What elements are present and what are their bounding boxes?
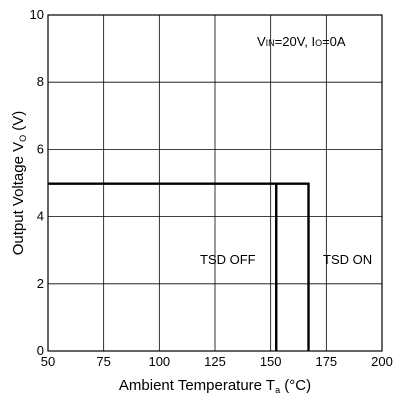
grid-lines [48, 15, 382, 351]
tsd-on-label: TSD ON [323, 252, 372, 267]
y-tick-label: 6 [37, 141, 44, 156]
y-tick-labels: 0 2 4 6 8 10 [30, 7, 44, 358]
y-tick-label: 10 [30, 7, 44, 22]
x-tick-label: 125 [204, 354, 226, 369]
tsd-off-label: TSD OFF [200, 252, 256, 267]
y-tick-label: 4 [37, 209, 44, 224]
plot-frame [47, 14, 383, 352]
x-tick-label: 100 [148, 354, 170, 369]
y-axis-title: Output Voltage VO (V) [10, 111, 28, 256]
x-tick-label: 50 [41, 354, 55, 369]
y-tick-label: 0 [37, 343, 44, 358]
y-tick-label: 8 [37, 74, 44, 89]
x-tick-label: 175 [315, 354, 337, 369]
series-line [48, 182, 278, 351]
x-tick-label: 150 [260, 354, 282, 369]
x-axis-title: Ambient Temperature Ta (°C) [119, 377, 311, 395]
data-lines [48, 182, 310, 351]
series-line [276, 182, 310, 351]
y-tick-label: 2 [37, 276, 44, 291]
x-tick-label: 200 [371, 354, 393, 369]
x-tick-labels: 50 75 100 125 150 175 200 [41, 354, 393, 369]
condition-label: VIN=20V, IO=0A [257, 34, 346, 49]
x-tick-label: 75 [96, 354, 110, 369]
